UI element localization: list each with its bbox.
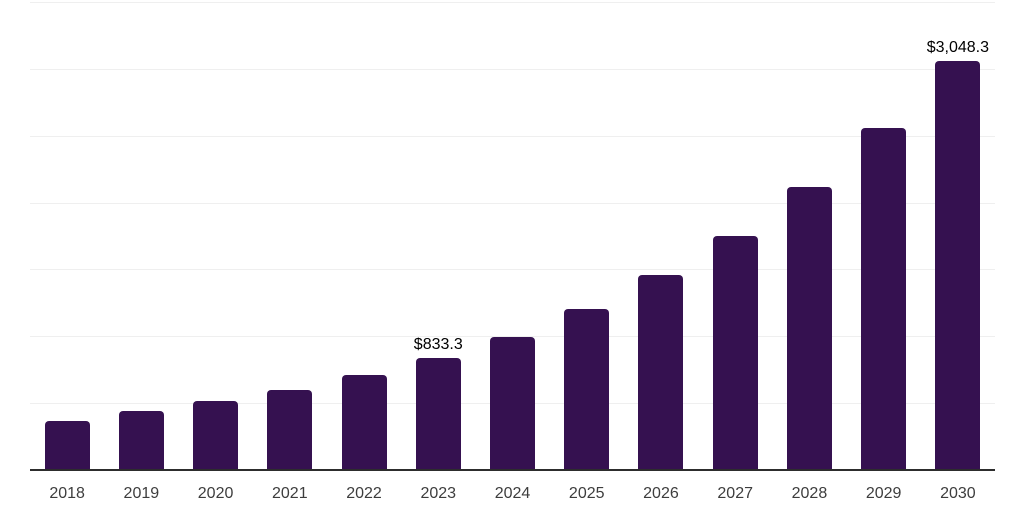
bar-2026 bbox=[638, 275, 684, 469]
gridline-2000 bbox=[30, 202, 995, 204]
bar-2018 bbox=[44, 420, 90, 469]
bar-2024 bbox=[490, 336, 535, 469]
bar-value-label-2030: $3,048.3 bbox=[926, 39, 990, 57]
gridline-2500 bbox=[30, 135, 995, 137]
x-tick-label-2025: 2025 bbox=[568, 485, 605, 502]
bar-2027 bbox=[712, 235, 758, 469]
x-tick-label-2028: 2028 bbox=[791, 485, 828, 502]
x-axis-line bbox=[30, 469, 995, 471]
x-tick-label-2023: 2023 bbox=[420, 485, 457, 502]
gridline-1500 bbox=[30, 269, 995, 271]
bar-2029 bbox=[861, 128, 907, 469]
bar-value-label-2023: $833.3 bbox=[413, 335, 463, 353]
x-tick-label-2030: 2030 bbox=[940, 485, 976, 502]
bar-2023 bbox=[415, 357, 461, 469]
bar-2028 bbox=[786, 186, 832, 469]
x-tick-label-2029: 2029 bbox=[865, 485, 902, 502]
bar-2030 bbox=[935, 61, 981, 469]
gridline-3000 bbox=[30, 68, 995, 70]
x-tick-label-2026: 2026 bbox=[643, 485, 679, 502]
x-tick-label-2027: 2027 bbox=[717, 485, 753, 502]
x-tick-label-2018: 2018 bbox=[49, 485, 85, 502]
x-tick-label-2024: 2024 bbox=[494, 485, 531, 502]
bar-2019 bbox=[118, 410, 164, 469]
bar-2022 bbox=[341, 375, 387, 469]
gridline-3500 bbox=[30, 2, 995, 3]
x-tick-label-2022: 2022 bbox=[346, 485, 382, 502]
bar-2020 bbox=[193, 400, 239, 469]
x-tick-label-2021: 2021 bbox=[272, 485, 308, 502]
bar-2025 bbox=[564, 308, 610, 469]
x-tick-label-2020: 2020 bbox=[197, 485, 234, 502]
x-tick-label-2019: 2019 bbox=[123, 485, 160, 502]
bar-2021 bbox=[267, 390, 313, 469]
